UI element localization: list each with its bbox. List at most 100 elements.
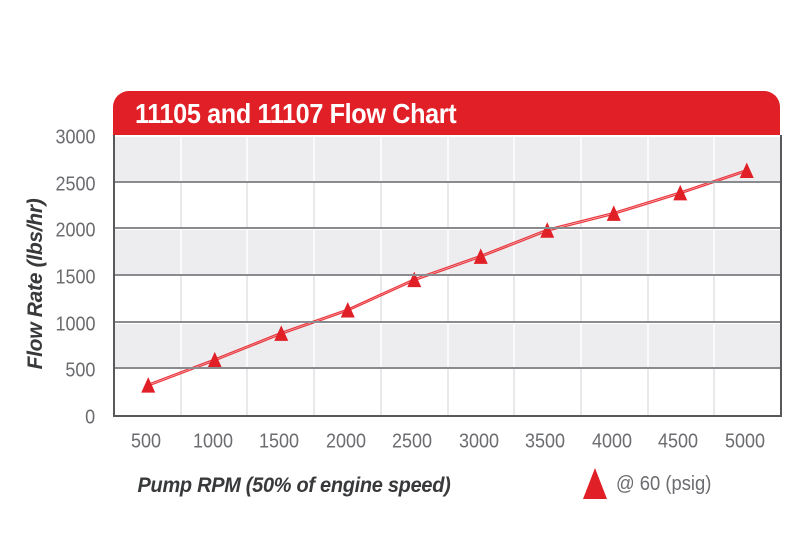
chart-title: 11105 and 11107 Flow Chart <box>135 98 457 129</box>
plot-grid-cell <box>382 276 449 322</box>
plot-grid-cell <box>315 230 382 277</box>
plot-grid-cell <box>582 369 649 416</box>
plot-grid-cell <box>515 276 582 322</box>
x-tick-label: 1000 <box>192 430 233 453</box>
plot-grid-cell <box>582 182 649 229</box>
plot-grid-cell <box>515 182 582 229</box>
plot-grid-cell <box>248 369 316 416</box>
horizontal-gridline <box>115 274 780 276</box>
y-axis-title: Flow Rate (lbs/hr) <box>24 198 47 370</box>
plot-grid-cell <box>515 369 582 416</box>
y-tick-label: 1500 <box>54 266 95 289</box>
data-point-marker <box>207 351 222 368</box>
plot-band-row <box>115 369 780 416</box>
data-point-marker <box>606 205 621 221</box>
plot-grid-cell <box>515 137 582 183</box>
plot-band-row <box>115 182 780 229</box>
plot-band-row <box>115 135 780 183</box>
x-tick-label: 2500 <box>392 430 433 453</box>
data-point-marker <box>739 162 754 178</box>
y-tick-label: 0 <box>84 406 95 429</box>
plot-grid-cell <box>649 137 716 183</box>
plot-grid-cell <box>649 182 716 229</box>
plot-band-row <box>115 321 780 370</box>
y-tick-label: 2500 <box>54 173 95 196</box>
y-tick-label: 1000 <box>54 313 95 336</box>
x-tick-label: 4000 <box>591 430 632 453</box>
plot-grid-cell <box>582 137 649 183</box>
plot-grid-cell <box>315 276 382 322</box>
triangle-up-icon <box>583 468 607 499</box>
data-point-marker <box>673 184 688 201</box>
plot-grid-cell <box>515 323 582 370</box>
horizontal-gridline <box>115 180 780 183</box>
plot-grid-cell <box>449 276 516 322</box>
plot-grid-cell <box>449 137 516 183</box>
plot-grid-cell <box>449 323 516 370</box>
data-point-marker <box>141 377 156 393</box>
x-tick-label: 500 <box>131 430 162 453</box>
plot-grid-cell <box>182 276 249 322</box>
x-tick-label: 2000 <box>325 430 366 453</box>
x-tick-label: 3000 <box>458 430 499 453</box>
plot-area <box>113 135 782 417</box>
horizontal-gridline <box>115 227 780 230</box>
plot-grid-cell <box>115 137 182 183</box>
plot-grid-cell <box>115 276 182 322</box>
series-line <box>148 170 748 387</box>
plot-grid-cell <box>382 137 449 183</box>
data-point-marker <box>540 222 555 238</box>
y-tick-label: 2000 <box>54 219 95 242</box>
data-point-marker <box>274 325 289 341</box>
plot-grid-cell <box>449 230 516 277</box>
plot-grid-cell <box>449 369 516 416</box>
plot-grid-cell <box>315 182 382 229</box>
chart-title-banner: 11105 and 11107 Flow Chart <box>113 91 780 135</box>
x-tick-label: 5000 <box>724 430 765 453</box>
plot-bands <box>115 135 780 416</box>
plot-grid-cell <box>382 230 449 277</box>
plot-grid-cell <box>649 369 716 416</box>
plot-grid-cell <box>315 323 382 370</box>
plot-grid-cell <box>382 369 449 416</box>
plot-grid-cell <box>649 230 716 277</box>
x-axis-title: Pump RPM (50% of engine speed) <box>137 474 451 497</box>
plot-grid-cell <box>582 230 649 277</box>
plot-grid-cell <box>115 182 182 229</box>
plot-grid-cell <box>449 182 516 229</box>
plot-grid-cell <box>182 182 249 229</box>
data-point-marker <box>407 271 422 288</box>
data-series <box>141 162 754 393</box>
plot-grid-cell <box>248 182 316 229</box>
horizontal-gridline <box>115 320 780 323</box>
series-line <box>148 168 748 385</box>
plot-grid-cell <box>115 369 182 416</box>
plot-grid-cell <box>182 137 249 183</box>
plot-grid-cell <box>649 323 716 370</box>
plot-grid-cell <box>649 276 716 322</box>
x-tick-label: 4500 <box>658 430 699 453</box>
legend: @ 60 (psig) <box>583 468 720 499</box>
plot-grid-cell <box>582 323 649 370</box>
plot-band-row <box>115 228 780 277</box>
plot-grid-cell <box>248 323 316 370</box>
plot-grid-cell <box>248 276 316 322</box>
plot-grid-cell <box>382 182 449 229</box>
plot-grid-cell <box>248 137 316 183</box>
plot-grid-cell <box>182 230 249 277</box>
plot-grid-cell <box>115 230 182 277</box>
plot-grid-cell <box>315 369 382 416</box>
y-tick-label: 500 <box>64 359 95 382</box>
plot-grid-cell <box>515 230 582 277</box>
y-tick-label: 3000 <box>54 126 95 149</box>
horizontal-gridline <box>115 367 780 370</box>
plot-grid-cell <box>248 230 316 277</box>
plot-band-row <box>115 276 780 322</box>
plot-grid-cell <box>582 276 649 322</box>
plot-grid-cell <box>382 323 449 370</box>
plot-grid-cell <box>115 323 182 370</box>
x-tick-label: 3500 <box>525 430 566 453</box>
data-point-marker <box>340 302 355 318</box>
plot-grid-cell <box>315 137 382 183</box>
